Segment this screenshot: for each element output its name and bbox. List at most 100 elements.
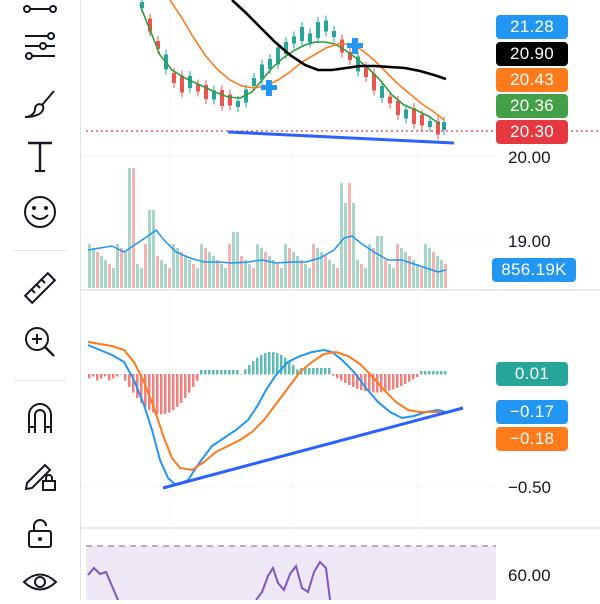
volume-bar <box>300 260 303 288</box>
macd-histogram-bar <box>408 374 411 382</box>
fib-tool-icon[interactable] <box>16 24 64 68</box>
volume-bar <box>260 248 263 288</box>
candle <box>244 89 248 103</box>
macd-histogram-bar <box>304 368 307 375</box>
macd-histogram-bar <box>308 368 311 375</box>
volume-bar <box>380 236 383 288</box>
emoji-icon[interactable] <box>16 190 64 234</box>
macd-histogram-bar <box>116 374 119 377</box>
macd-histogram-badge: 0.01 <box>496 362 568 386</box>
ruler-icon[interactable] <box>16 266 64 310</box>
macd-histogram-bar <box>124 374 127 381</box>
zoom-in-icon[interactable] <box>16 320 64 364</box>
volume-bar <box>124 252 127 288</box>
volume-bars-layer <box>88 168 447 288</box>
volume-bar <box>120 248 123 288</box>
macd-histogram-bar <box>112 374 115 379</box>
macd-histogram-bar <box>320 368 323 375</box>
volume-bar <box>412 260 415 288</box>
macd-histogram-bar <box>280 354 283 375</box>
volume-bar <box>148 210 151 288</box>
macd-histogram-bar <box>384 374 387 392</box>
brush-icon[interactable] <box>16 82 64 126</box>
candle <box>260 64 264 80</box>
macd-histogram-bar <box>332 374 335 376</box>
volume-bar <box>344 203 347 288</box>
candle <box>268 59 272 69</box>
macd-histogram-bar <box>88 374 91 379</box>
candle <box>228 94 232 106</box>
macd-histogram-bar <box>152 374 155 413</box>
volume-bar <box>440 260 443 288</box>
candle <box>316 22 320 38</box>
volume-bar <box>108 264 111 288</box>
volume-bar <box>404 252 407 288</box>
volume-bar <box>168 268 171 288</box>
magnet-icon[interactable] <box>16 396 64 440</box>
volume-bar <box>328 260 331 288</box>
macd-histogram-bar <box>432 371 435 375</box>
macd-histogram-bar <box>444 371 447 375</box>
volume-bar <box>360 264 363 288</box>
candle <box>380 86 384 98</box>
macd-trendline[interactable] <box>162 406 464 490</box>
candle <box>428 121 432 127</box>
line-tool-icon[interactable] <box>16 0 64 28</box>
lock-drawing-icon[interactable] <box>16 452 64 496</box>
buy-marker <box>347 38 363 54</box>
volume-bar <box>348 183 351 288</box>
volume-bar <box>96 252 99 288</box>
macd-histogram-bar <box>436 371 439 375</box>
candle <box>356 56 360 72</box>
macd-histogram-bar <box>120 374 123 375</box>
volume-bar <box>208 252 211 288</box>
candle <box>340 39 344 53</box>
macd-histogram-bar <box>428 371 431 375</box>
volume-axis-label: 19.00 <box>508 232 551 251</box>
ma-fast-line <box>139 4 441 125</box>
support-trendline[interactable] <box>227 130 455 145</box>
toolbar-divider <box>14 380 66 381</box>
candle <box>236 101 240 107</box>
macd-histogram-bar <box>392 374 395 390</box>
signal-line-badge: −0.18 <box>496 427 568 451</box>
candle <box>156 41 160 49</box>
volume-bar <box>112 268 115 288</box>
volume-bar <box>252 268 255 288</box>
ma-mid-line <box>169 0 445 121</box>
volume-bar <box>196 268 199 288</box>
volume-bar <box>400 248 403 288</box>
macd-histogram-bar <box>312 368 315 375</box>
eye-icon[interactable] <box>16 560 64 604</box>
macd-histogram-bar <box>364 374 367 392</box>
volume-badge: 856.19K <box>492 258 576 282</box>
candle <box>172 73 176 83</box>
macd-histogram-bar <box>164 374 167 415</box>
volume-bar <box>180 252 183 288</box>
macd-histogram-bar <box>288 361 291 375</box>
volume-bar <box>160 260 163 288</box>
macd-histogram-bar <box>96 374 99 381</box>
candle <box>196 84 200 92</box>
candle <box>372 73 376 91</box>
macd-histogram-bar <box>168 374 171 413</box>
volume-bar <box>172 244 175 288</box>
candle <box>220 90 224 106</box>
candle <box>332 31 336 37</box>
macd-histogram-bar <box>180 374 183 403</box>
volume-bar <box>156 256 159 288</box>
macd-histogram-bar <box>404 374 407 385</box>
macd-histogram-bar <box>440 371 443 375</box>
volume-bar <box>416 264 419 288</box>
text-tool-icon[interactable] <box>16 134 64 178</box>
unlock-icon[interactable] <box>16 510 64 554</box>
volume-bar <box>236 232 239 288</box>
macd-histogram-bar <box>388 374 391 391</box>
volume-bar <box>292 252 295 288</box>
volume-bar <box>240 256 243 288</box>
candle <box>180 75 184 93</box>
toolbar-divider <box>14 250 66 251</box>
candle <box>442 122 446 130</box>
macd-axis-label: −0.50 <box>508 478 552 497</box>
